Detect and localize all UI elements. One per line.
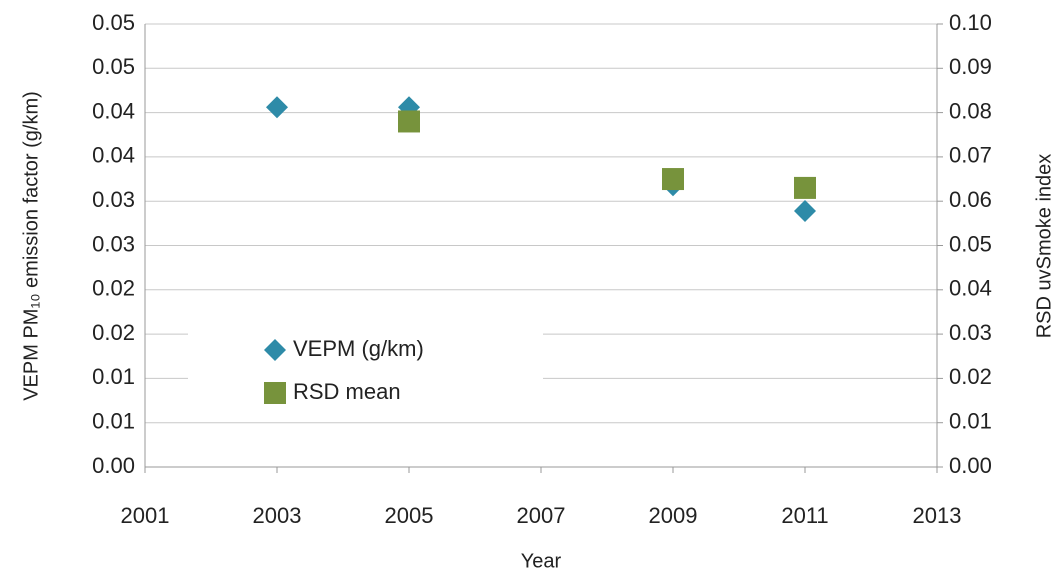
data-point <box>794 176 816 199</box>
y-tick-label: 0.03 <box>92 231 135 256</box>
data-point <box>266 96 288 119</box>
y2-tick-label: 0.00 <box>949 453 992 478</box>
x-tick-label: 2013 <box>913 503 962 528</box>
legend-label: RSD mean <box>293 379 401 404</box>
x-tick-label: 2011 <box>781 503 828 528</box>
y-tick-label: 0.03 <box>92 187 135 212</box>
y2-tick-label: 0.03 <box>949 320 992 345</box>
y-tick-label: 0.01 <box>92 409 135 434</box>
x-tick-label: 2005 <box>385 503 434 528</box>
legend-marker <box>264 339 286 361</box>
y-tick-label: 0.05 <box>92 54 135 79</box>
y-axis-title: VEPM PM₁₀ emission factor (g/km) <box>20 91 42 401</box>
y-tick-label: 0.05 <box>92 10 135 35</box>
y-tick-label: 0.01 <box>92 364 135 389</box>
data-point <box>794 199 816 222</box>
y-tick-label: 0.04 <box>92 98 135 123</box>
legend-box <box>188 330 543 412</box>
y2-tick-label: 0.08 <box>949 98 992 123</box>
y2-tick-label: 0.10 <box>949 10 992 35</box>
x-tick-label: 2007 <box>517 503 566 528</box>
y-tick-label: 0.02 <box>92 320 135 345</box>
data-point <box>398 110 420 133</box>
y-tick-label: 0.04 <box>92 143 135 168</box>
y2-axis-title: RSD uvSmoke index <box>1033 154 1055 339</box>
y2-tick-label: 0.01 <box>949 409 992 434</box>
y2-tick-label: 0.02 <box>949 364 992 389</box>
y2-tick-label: 0.07 <box>949 143 992 168</box>
x-axis-title: Year <box>521 550 562 572</box>
y-tick-label: 0.00 <box>92 453 135 478</box>
y2-tick-label: 0.04 <box>949 276 992 301</box>
y2-tick-label: 0.05 <box>949 231 992 256</box>
x-tick-label: 2009 <box>649 503 698 528</box>
legend-label: VEPM (g/km) <box>293 336 424 361</box>
y-tick-label: 0.02 <box>92 276 135 301</box>
y2-tick-label: 0.09 <box>949 54 992 79</box>
x-tick-label: 2003 <box>253 503 302 528</box>
legend-marker <box>264 382 286 404</box>
data-point <box>662 168 684 191</box>
x-tick-label: 2001 <box>121 503 170 528</box>
y2-tick-label: 0.06 <box>949 187 992 212</box>
